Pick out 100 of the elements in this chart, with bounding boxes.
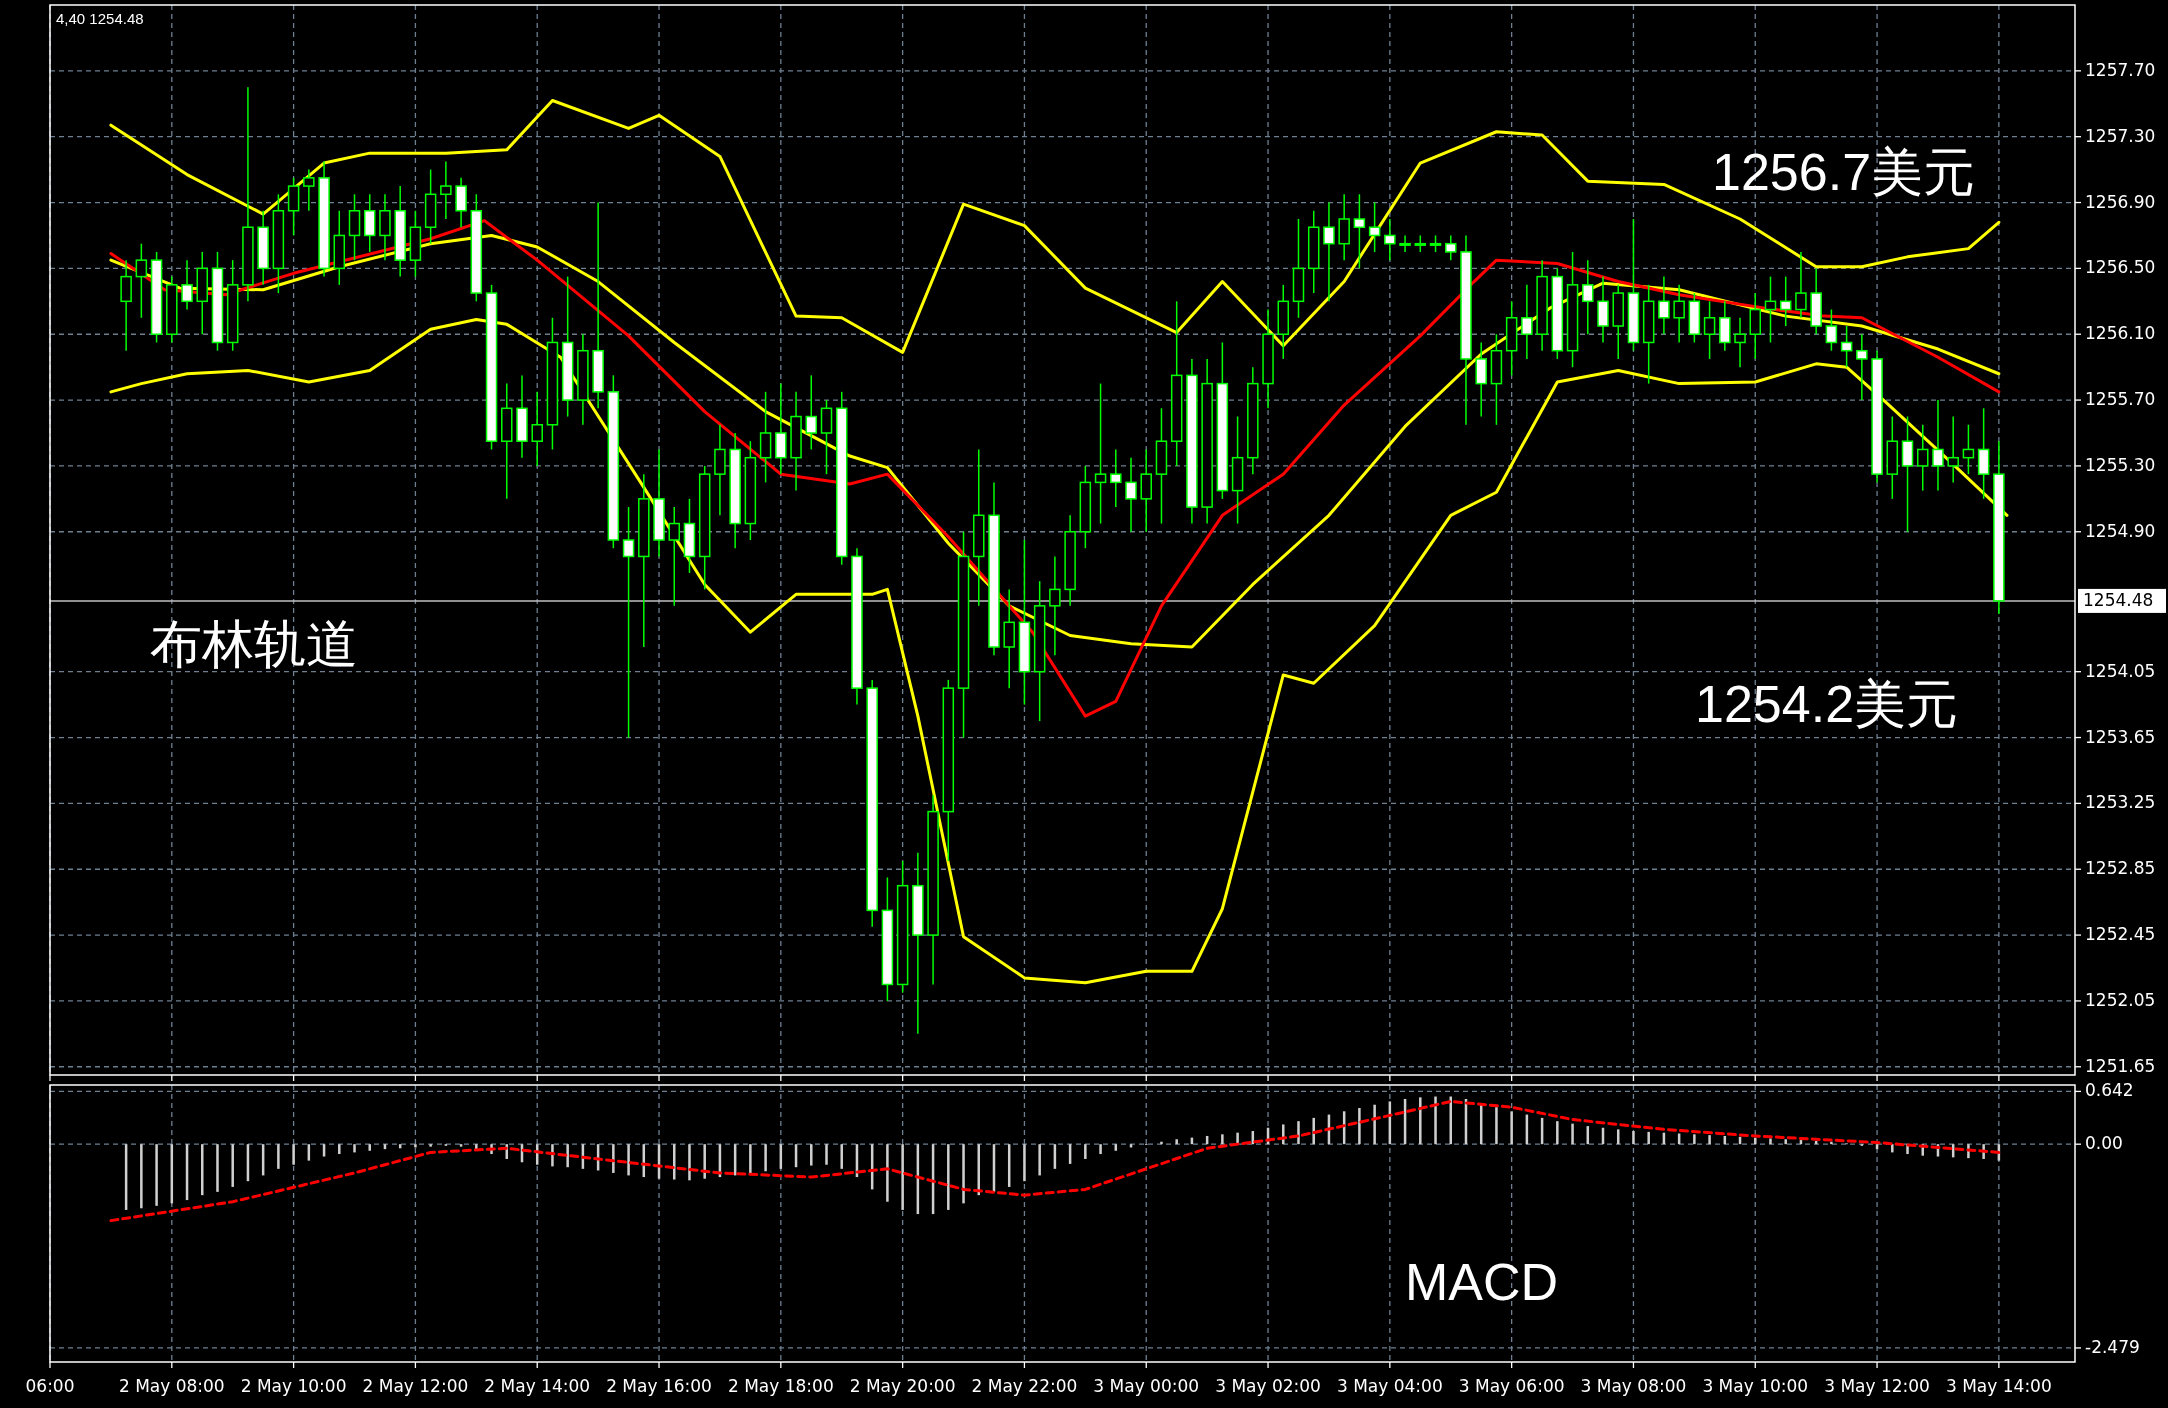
bar — [277, 1144, 280, 1169]
bar — [231, 1144, 234, 1187]
candlestick — [1445, 234, 1457, 261]
candlestick — [1399, 234, 1411, 253]
bar — [840, 1144, 843, 1169]
bar — [1556, 1121, 1559, 1145]
candlestick — [1825, 308, 1838, 352]
bar — [1830, 1141, 1833, 1145]
bar — [1084, 1144, 1087, 1159]
y-tick-label: 1255.70 — [2085, 389, 2156, 410]
y-tick-label: 1251.65 — [2085, 1055, 2156, 1076]
y-tick-label: 1252.85 — [2085, 858, 2156, 879]
bar — [688, 1144, 691, 1181]
x-tick-label: 2 May 18:00 — [727, 1376, 834, 1396]
bar — [627, 1144, 630, 1176]
x-tick-label: 2 May 22:00 — [971, 1376, 1078, 1396]
bar — [1784, 1139, 1787, 1145]
annotation: 1254.2美元 — [1695, 675, 1959, 733]
x-tick-label: 06:00 — [25, 1376, 75, 1396]
bar — [947, 1144, 950, 1210]
x-tick-label: 3 May 12:00 — [1824, 1376, 1930, 1396]
bar — [1708, 1135, 1711, 1145]
annotation: MACD — [1405, 1253, 1559, 1311]
bar — [368, 1144, 371, 1151]
candlestick — [668, 506, 680, 607]
bar — [353, 1144, 356, 1153]
bar — [1495, 1107, 1498, 1145]
y-tick-label: 1254.90 — [2085, 520, 2156, 541]
candlestick — [1856, 333, 1868, 401]
x-tick-label: 3 May 02:00 — [1215, 1376, 1321, 1396]
candlestick — [1795, 251, 1807, 319]
bar — [1754, 1137, 1757, 1145]
candlestick — [181, 259, 193, 311]
bar — [886, 1144, 889, 1202]
y-tick-label: 1252.05 — [2085, 989, 2156, 1010]
bar — [1175, 1139, 1178, 1145]
x-tick-label: 3 May 04:00 — [1336, 1376, 1443, 1396]
candlestick — [1673, 284, 1685, 344]
bar — [962, 1144, 965, 1204]
y-tick-label: 1256.10 — [2085, 323, 2156, 344]
y-tick-label: 1253.25 — [2085, 792, 2156, 813]
y-tick-label: 1256.50 — [2085, 257, 2156, 278]
bar — [825, 1144, 828, 1165]
candlestick — [1323, 201, 1335, 303]
bar — [1632, 1131, 1635, 1145]
candlestick — [1353, 193, 1366, 270]
candlestick — [1840, 325, 1853, 368]
y-tick-label: 1252.45 — [2085, 924, 2156, 945]
bar — [566, 1144, 569, 1168]
bar — [1647, 1131, 1650, 1145]
candlestick — [135, 242, 148, 319]
bar — [1160, 1141, 1163, 1145]
annotation: 1256.7美元 — [1712, 143, 1976, 201]
candlestick — [1916, 424, 1929, 492]
bar — [1769, 1138, 1772, 1145]
x-tick-label: 3 May 14:00 — [1945, 1376, 2052, 1396]
bar — [1297, 1121, 1300, 1145]
bar — [414, 1144, 417, 1148]
x-tick-label: 2 May 08:00 — [118, 1376, 225, 1396]
bar — [1434, 1096, 1437, 1145]
candlestick — [1125, 456, 1137, 533]
bar — [1221, 1134, 1224, 1145]
bar — [901, 1144, 904, 1210]
bar — [201, 1144, 204, 1196]
bar — [155, 1144, 158, 1206]
y-tick-label: -2.479 — [2085, 1336, 2140, 1357]
candlestick — [440, 160, 452, 220]
candlestick — [1049, 555, 1061, 656]
bar — [1023, 1144, 1026, 1182]
bar — [1693, 1134, 1696, 1145]
bar — [1373, 1104, 1376, 1145]
candlestick — [1764, 275, 1777, 344]
candlestick — [1962, 424, 1975, 475]
x-tick-label: 2 May 14:00 — [484, 1376, 591, 1396]
y-tick-label: 1257.70 — [2085, 59, 2156, 80]
candlestick — [1368, 201, 1381, 253]
bar — [1236, 1132, 1239, 1145]
bar — [1891, 1144, 1894, 1153]
x-tick-label: 2 May 20:00 — [849, 1376, 956, 1396]
bar — [459, 1144, 463, 1147]
bar — [1358, 1108, 1361, 1145]
x-tick-label: 2 May 10:00 — [240, 1376, 347, 1396]
bar — [140, 1144, 143, 1209]
candlestick — [1582, 259, 1594, 335]
y-tick-label: 1257.30 — [2085, 125, 2156, 146]
bar — [1419, 1097, 1422, 1145]
ref-line-label: 1254.48 — [2083, 589, 2154, 610]
bar — [703, 1144, 706, 1179]
bar — [764, 1144, 767, 1172]
bar — [810, 1144, 813, 1166]
x-tick-label: 3 May 10:00 — [1702, 1376, 1809, 1396]
bar — [429, 1144, 432, 1147]
y-tick-label: 1254.05 — [2085, 660, 2156, 681]
y-tick-label: 1255.30 — [2085, 454, 2156, 475]
bar — [1510, 1111, 1513, 1145]
candlestick — [531, 391, 543, 467]
x-tick-label: 2 May 12:00 — [362, 1376, 469, 1396]
y-tick-label: 0.00 — [2085, 1133, 2123, 1154]
candlestick — [1779, 275, 1792, 327]
bar — [338, 1144, 341, 1155]
